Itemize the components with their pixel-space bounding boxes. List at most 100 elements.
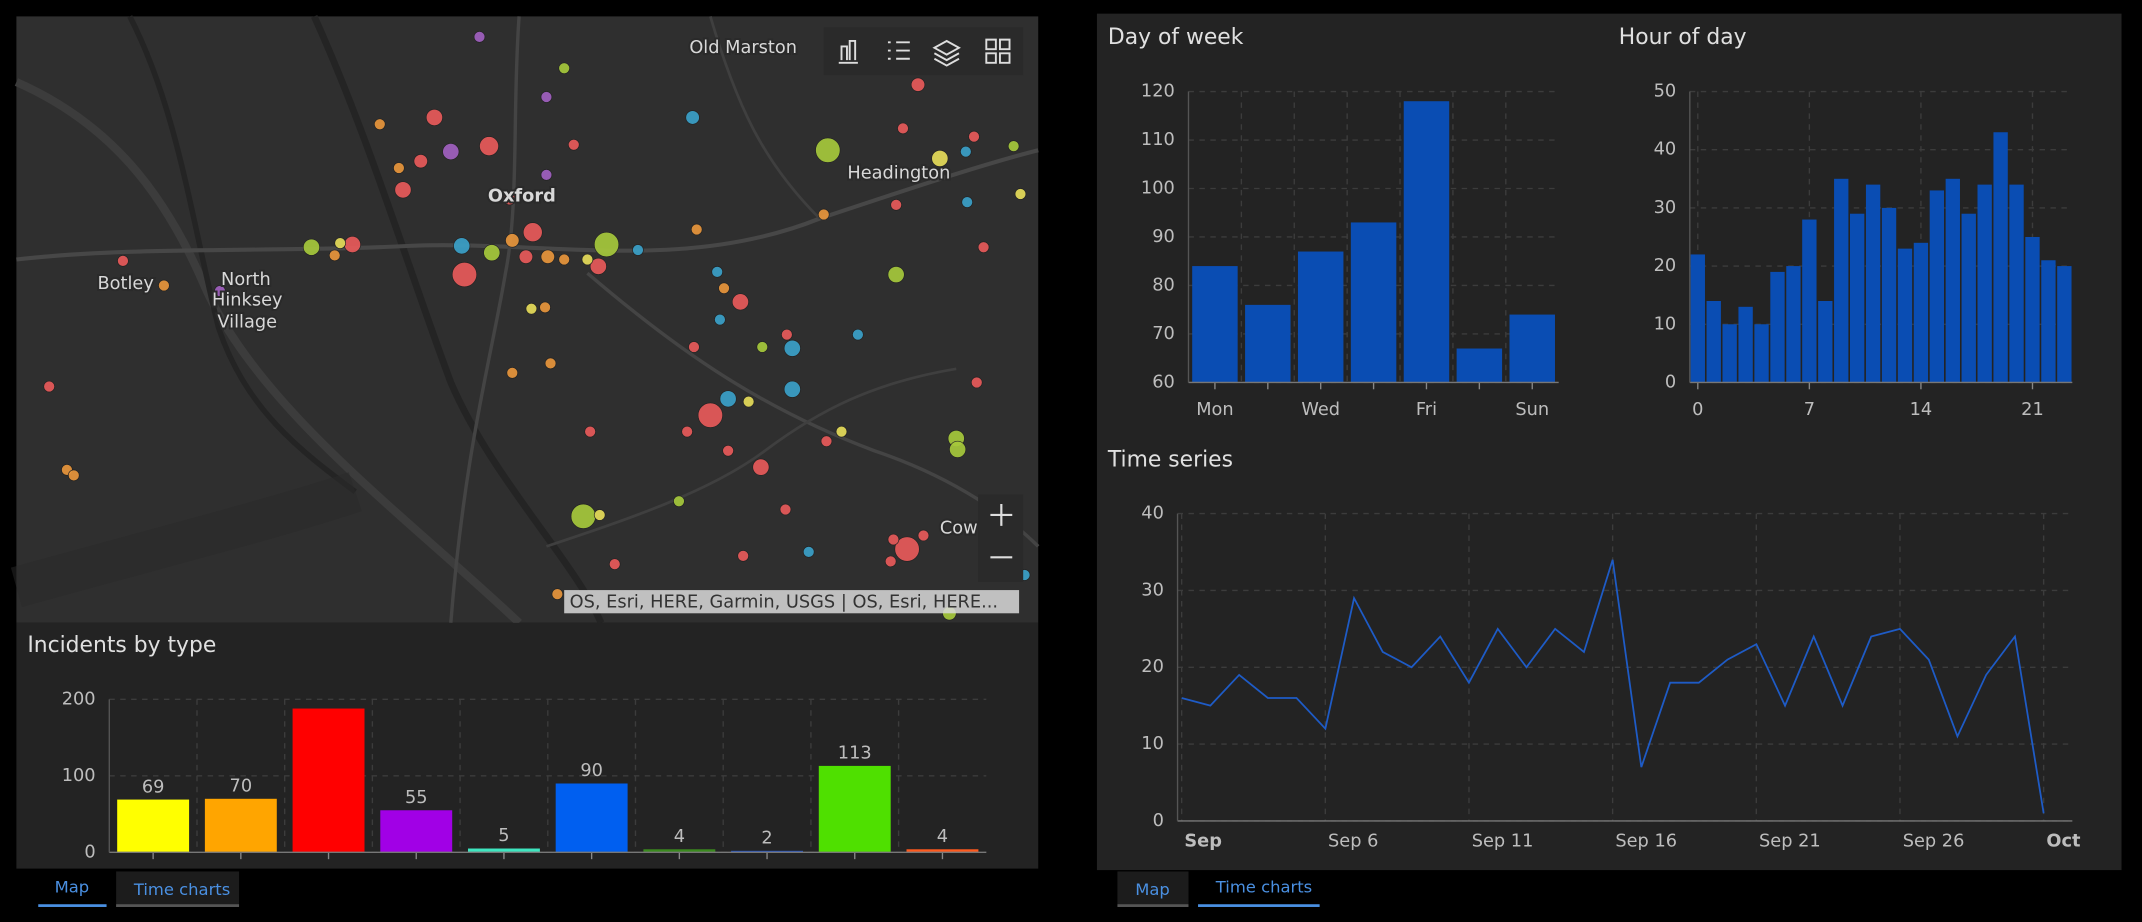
incident-point (540, 169, 553, 181)
x-tick-label: Sep 16 (1615, 831, 1677, 851)
incident-point (589, 257, 607, 275)
y-tick-label: 50 (1654, 82, 1677, 102)
incident-point (815, 137, 841, 163)
tab[interactable]: Map (55, 877, 90, 896)
road (709, 16, 821, 220)
chart-title: Time series (1107, 447, 1233, 472)
place-label: Cow (940, 519, 978, 539)
bar (117, 799, 190, 853)
incident-point (334, 237, 346, 249)
incident-point (731, 293, 749, 311)
bar (1945, 178, 1960, 383)
incident-point (518, 249, 534, 264)
incident-point (890, 199, 902, 211)
incident-point (714, 313, 726, 326)
road (545, 367, 957, 548)
incident-point (802, 546, 815, 558)
incident-point (117, 255, 129, 267)
charts-icon[interactable] (838, 40, 858, 64)
tab[interactable]: Time charts (133, 880, 230, 899)
data-label: 4 (937, 827, 948, 847)
incident-point (887, 533, 900, 546)
incident-point (688, 341, 700, 353)
bar (1961, 213, 1976, 383)
tab-bg (1117, 871, 1189, 907)
place-label: Village (217, 312, 277, 332)
bar (2025, 236, 2040, 383)
bar (1786, 266, 1801, 383)
incident-point (949, 440, 967, 458)
bar (1690, 254, 1705, 383)
incident-point (567, 138, 580, 151)
y-tick-label: 10 (1654, 314, 1677, 334)
place-label: Botley (97, 274, 153, 294)
x-tick-label: 21 (2021, 400, 2044, 420)
incident-point (894, 536, 920, 562)
bar (1192, 266, 1238, 383)
y-tick-label: 200 (62, 689, 96, 709)
basemap-icon[interactable] (985, 38, 1011, 64)
x-tick-label: Sep 26 (1903, 831, 1965, 851)
incident-point (525, 302, 538, 315)
incident-point (887, 266, 905, 284)
series-line (1181, 559, 2045, 814)
tab-underline (38, 904, 107, 907)
bar (1456, 348, 1503, 383)
x-tick-label: Sep 11 (1472, 831, 1534, 851)
tab[interactable]: Map (1135, 880, 1170, 899)
incident-point (540, 91, 553, 103)
place-label: Headington (847, 163, 950, 183)
incident-point (884, 555, 897, 568)
tab-underline (1117, 904, 1189, 907)
incident-point (544, 357, 557, 370)
chart-title: Hour of day (1619, 25, 1747, 50)
incident-point (685, 110, 700, 125)
y-tick-label: 0 (1153, 811, 1164, 831)
map-toolbar (823, 27, 1024, 76)
incident-point (413, 154, 428, 169)
incident-point (931, 149, 949, 167)
toolbar-bg (823, 27, 1024, 76)
x-tick-label: 0 (1692, 400, 1703, 420)
y-tick-label: 120 (1141, 82, 1175, 102)
bar (1897, 248, 1913, 383)
list-icon[interactable] (887, 41, 910, 60)
data-label: 55 (405, 788, 428, 808)
attribution: OS, Esri, HERE, Garmin, USGS | OS, Esri,… (570, 592, 998, 612)
incident-point (581, 253, 594, 266)
incident-point (835, 425, 848, 438)
y-tick-label: 60 (1152, 372, 1175, 392)
bar (292, 708, 365, 853)
bar (1754, 324, 1769, 383)
x-tick-label: Oct (2046, 831, 2081, 851)
incident-point (783, 339, 801, 357)
incident-point (783, 380, 801, 398)
bar (906, 849, 979, 853)
incident-point (584, 425, 596, 438)
y-tick-label: 100 (62, 766, 96, 786)
incident-point (961, 196, 973, 208)
y-tick-label: 90 (1152, 227, 1175, 247)
place-label: North (221, 270, 271, 290)
incident-point (343, 235, 361, 254)
incident-points (43, 31, 1031, 621)
y-tick-label: 30 (1141, 580, 1164, 600)
bar (1706, 300, 1721, 383)
incident-point (522, 222, 543, 243)
incident-point (781, 328, 793, 341)
incident-point (43, 380, 55, 393)
incident-point (960, 145, 972, 158)
layers-icon[interactable] (932, 39, 961, 67)
zoom-in[interactable] (990, 504, 1013, 526)
bar (1818, 300, 1833, 383)
incident-point (718, 282, 730, 295)
bar (2041, 260, 2056, 383)
tab[interactable]: Time charts (1215, 877, 1312, 896)
incident-point (752, 458, 770, 476)
x-tick-label: 14 (1910, 400, 1933, 420)
zoom-control (978, 494, 1024, 582)
incident-point (328, 249, 341, 262)
river (127, 15, 357, 494)
y-tick-label: 10 (1141, 734, 1164, 754)
